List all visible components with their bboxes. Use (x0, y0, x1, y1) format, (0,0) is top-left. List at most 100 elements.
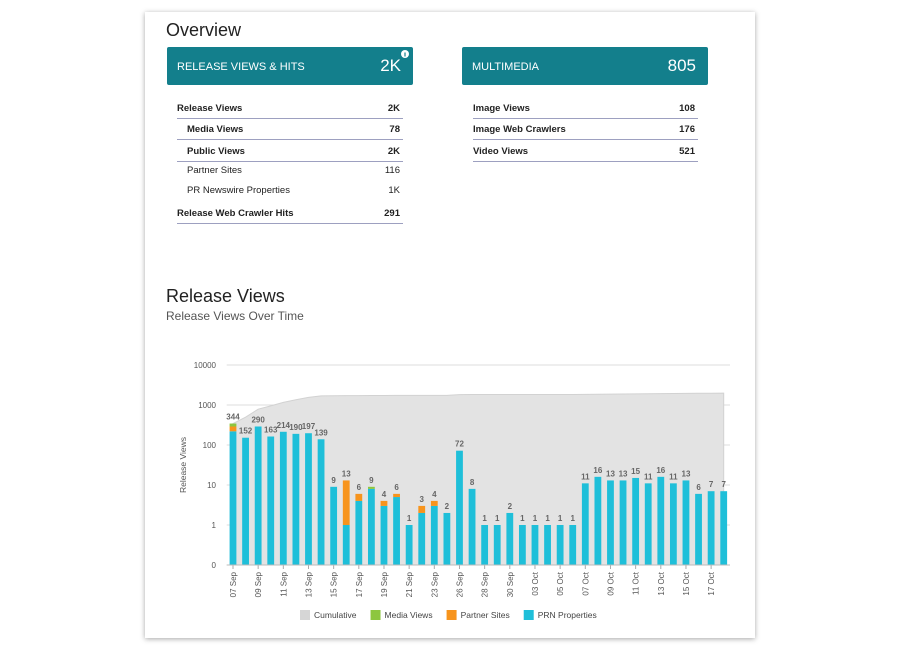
stat-value: 521 (679, 146, 695, 157)
bar-segment (305, 433, 312, 565)
bar-segment (556, 525, 564, 565)
data-label: 197 (302, 422, 316, 431)
bar-segment (254, 426, 262, 565)
bar-segment (393, 497, 400, 565)
x-tick-label: 23 Sep (430, 571, 439, 597)
data-label: 15 (631, 467, 640, 476)
stat-value: 1K (388, 184, 400, 196)
stat-tile: RELEASE VIEWS & HITS 2K (167, 47, 413, 85)
x-tick-label: 07 Sep (229, 571, 238, 597)
stat-label: Image Views (473, 103, 530, 114)
bar-segment (342, 525, 350, 565)
data-label: 1 (558, 514, 563, 523)
data-label: 152 (239, 427, 253, 436)
legend-swatch (523, 610, 534, 620)
stat-label: Partner Sites (187, 164, 242, 176)
data-label: 1 (570, 514, 575, 523)
stat-value: 78 (389, 124, 400, 135)
bar-segment (355, 500, 363, 565)
bar-segment (242, 437, 249, 565)
bar-segment (720, 491, 728, 565)
stat-row: Release Views 2K (177, 99, 403, 119)
bar-segment (657, 476, 665, 565)
data-label: 4 (432, 490, 437, 499)
bar-segment (405, 525, 413, 565)
x-tick-label: 09 Sep (254, 571, 263, 597)
bar-segment (518, 525, 526, 565)
data-label: 13 (619, 469, 628, 478)
x-tick-label: 19 Sep (380, 571, 389, 597)
bar-segment (229, 426, 237, 432)
data-label: 72 (455, 440, 464, 449)
y-tick-label: 1000 (198, 401, 216, 410)
x-tick-label: 05 Oct (556, 571, 565, 595)
bar-segment (493, 525, 501, 565)
data-label: 139 (314, 428, 328, 437)
bar-segment (229, 423, 237, 427)
stat-value: 108 (679, 103, 695, 114)
stat-row: Image Views 108 (473, 99, 698, 119)
data-label: 16 (593, 466, 602, 475)
data-label: 1 (520, 514, 525, 523)
y-tick-label: 100 (203, 441, 217, 450)
bar-segment (292, 433, 300, 565)
legend-label: Partner Sites (461, 610, 510, 620)
legend-label: Cumulative (314, 610, 357, 620)
bar-segment (619, 480, 627, 565)
x-tick-label: 30 Sep (506, 571, 515, 597)
bar-segment (531, 525, 539, 565)
bar-segment (229, 431, 237, 565)
stat-row: Public Views 2K (177, 142, 403, 162)
data-label: 4 (382, 490, 387, 499)
bar-segment (682, 480, 690, 565)
data-label: 190 (289, 423, 303, 432)
y-tick-label: 0 (212, 561, 217, 570)
x-tick-label: 13 Oct (657, 571, 666, 595)
stat-label: Video Views (473, 146, 529, 157)
data-label: 3 (420, 495, 425, 504)
bar-segment (581, 483, 589, 565)
bar-segment (317, 439, 325, 565)
legend-swatch (446, 610, 457, 620)
data-label: 11 (581, 472, 590, 481)
legend-swatch (300, 610, 310, 620)
bar-segment (695, 493, 702, 565)
chart-subtitle: Release Views Over Time (166, 309, 304, 323)
bar-segment (506, 512, 514, 565)
bar-segment (430, 505, 438, 565)
data-label: 163 (264, 426, 278, 435)
x-tick-label: 15 Sep (330, 571, 339, 597)
bar-segment (707, 491, 715, 565)
data-label: 11 (644, 472, 653, 481)
tile-value: 2K (380, 56, 401, 75)
stat-label: Release Web Crawler Hits (177, 208, 294, 219)
stat-row: Video Views 521 (473, 142, 698, 162)
data-label: 7 (721, 480, 726, 489)
bar-segment (342, 480, 350, 525)
tile-value: 805 (667, 56, 696, 75)
stat-row: Image Web Crawlers 176 (473, 120, 698, 140)
data-label: 1 (495, 514, 500, 523)
bar-segment (418, 505, 426, 513)
y-axis-label: Release Views (178, 437, 188, 493)
data-label: 13 (606, 469, 615, 478)
chart-title: Release Views (166, 286, 285, 306)
stat-value: 116 (384, 164, 400, 176)
bar-segment (456, 450, 463, 565)
data-label: 290 (251, 416, 265, 425)
data-label: 9 (331, 476, 336, 485)
data-label: 8 (470, 478, 475, 487)
data-label: 1 (545, 514, 550, 523)
bar-segment (380, 500, 388, 506)
data-label: 9 (369, 476, 374, 485)
x-tick-label: 17 Oct (707, 571, 716, 595)
legend-label: PRN Properties (538, 610, 597, 620)
stat-value: 291 (384, 208, 400, 219)
x-tick-label: 17 Sep (355, 571, 364, 597)
data-label: 7 (709, 480, 714, 489)
data-label: 13 (342, 469, 351, 478)
bar-segment (367, 488, 375, 565)
bar-segment (443, 512, 451, 565)
